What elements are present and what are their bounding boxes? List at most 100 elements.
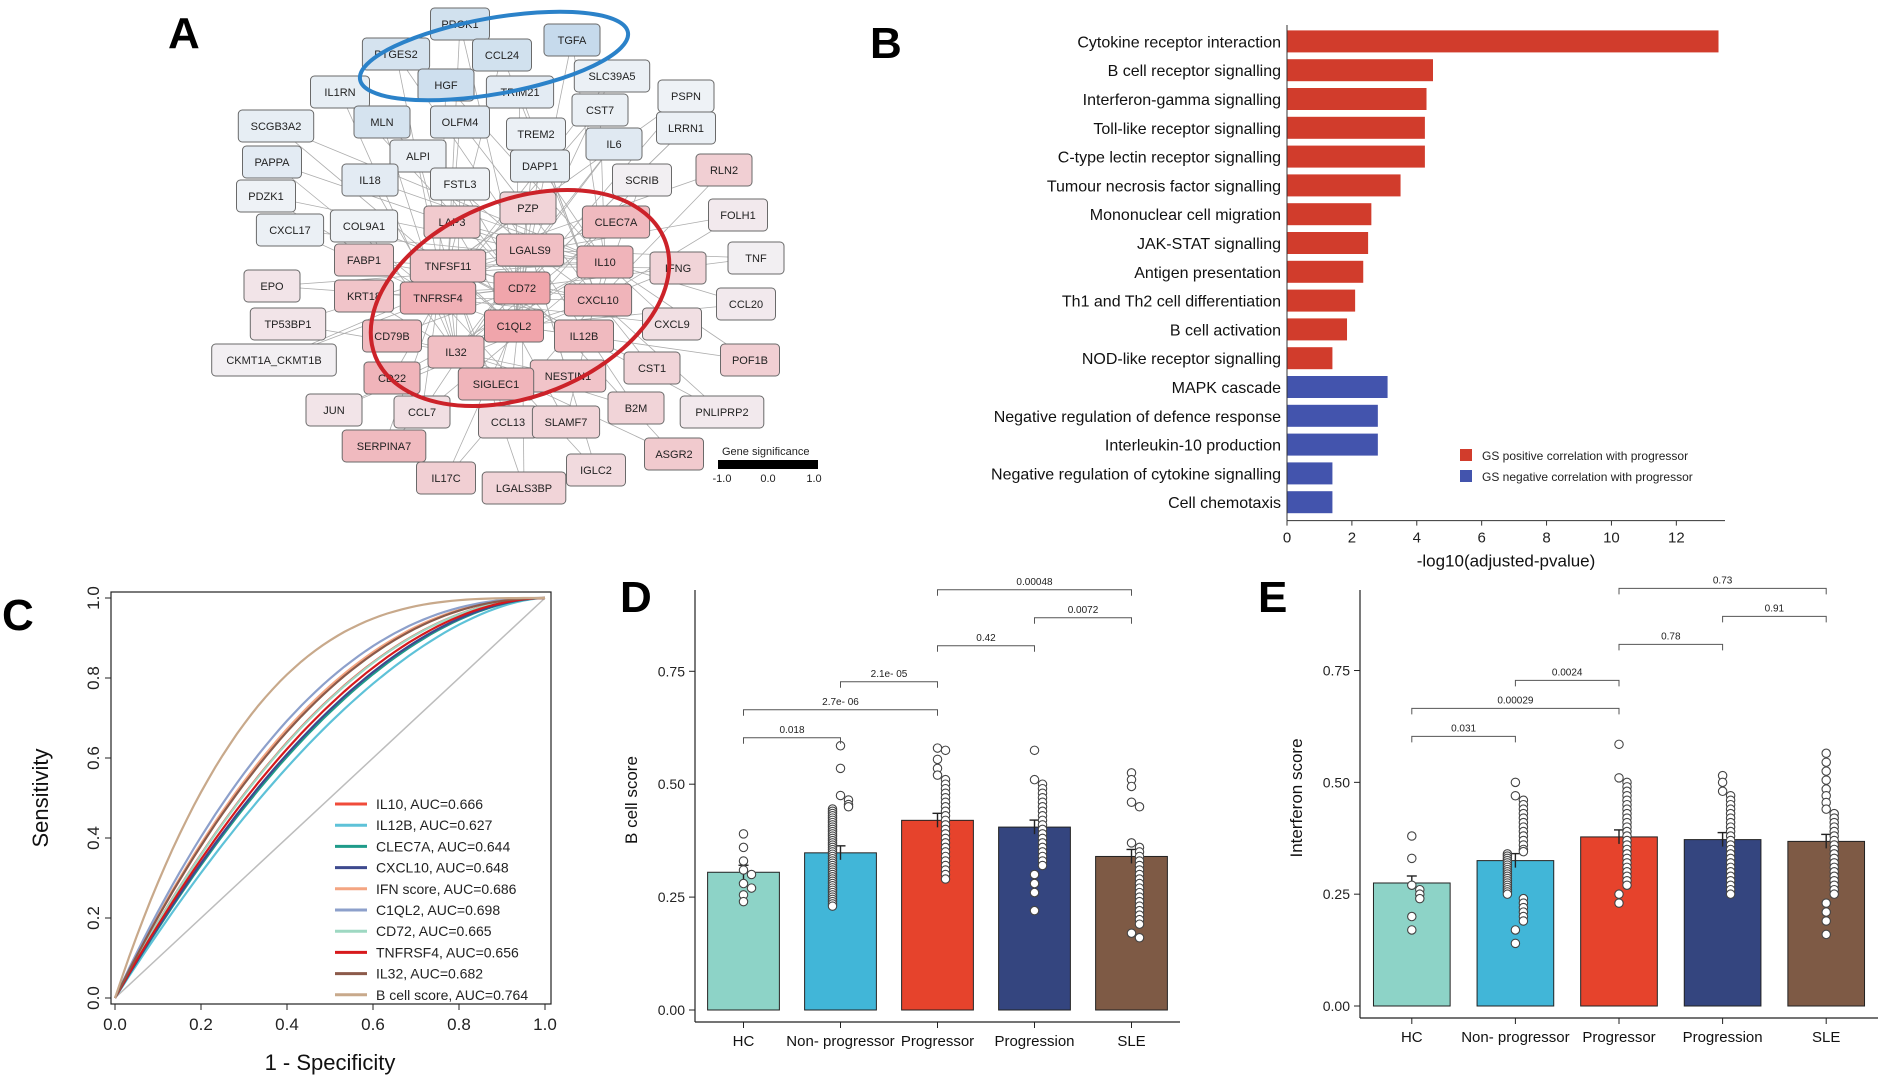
data-point — [932, 754, 943, 765]
significance-bracket — [1722, 615, 1827, 623]
gene-node-label: TNF — [745, 253, 767, 265]
x-tick-label: Progressor — [1582, 1029, 1655, 1046]
significance-bracket — [840, 681, 938, 688]
plot-frame — [110, 591, 552, 1005]
x-tick-label: 8 — [1542, 530, 1550, 547]
category-label: Tumour necrosis factor signalling — [1047, 178, 1281, 195]
data-point — [1415, 893, 1425, 904]
gene-node-box — [255, 213, 325, 247]
gene-node-label: B2M — [625, 403, 648, 415]
data-point — [940, 745, 951, 756]
gene-node-label: CCL24 — [485, 50, 519, 62]
data-point — [1134, 802, 1145, 812]
bar-antigen-presentation — [1287, 260, 1364, 283]
data-point — [1518, 846, 1529, 857]
gene-node-box — [472, 38, 532, 72]
category-label: Mononuclear cell migration — [1090, 207, 1281, 224]
legend-tick: -1.0 — [713, 473, 732, 485]
gene-node-slamf7: SLAMF7 — [531, 405, 601, 439]
gene-node-label: CLEC7A — [595, 217, 638, 229]
gene-node-box — [341, 429, 427, 463]
gene-node-folh1: FOLH1 — [708, 198, 768, 232]
data-point — [1134, 932, 1145, 943]
gene-node-label: FSTL3 — [443, 179, 476, 191]
data-point — [1821, 929, 1831, 940]
p-value-label: 0.00048 — [1016, 577, 1053, 588]
gene-node-box — [389, 139, 447, 173]
gene-node-label: DAPP1 — [522, 161, 558, 173]
legend-label: C1QL2, AUC=0.698 — [376, 902, 500, 918]
data-point — [1725, 889, 1736, 899]
gene-node-label: COL9A1 — [343, 221, 385, 233]
gene-node-rln2: RLN2 — [695, 153, 753, 187]
roc-curve-il12b — [114, 596, 546, 999]
gene-node-label: PSPN — [671, 91, 701, 103]
gene-node-label: ALPI — [406, 151, 430, 163]
x-tick-label: Progression — [994, 1033, 1074, 1050]
gene-node-mln: MLN — [353, 105, 411, 139]
network-edge — [445, 325, 515, 479]
y-tick-label: 0.25 — [1323, 886, 1350, 902]
data-point — [1821, 804, 1831, 814]
legend-label-pos: GS positive correlation with progressor — [1482, 449, 1688, 463]
gene-node-box — [644, 437, 704, 471]
data-point — [738, 856, 749, 866]
gene-node-col9a1: COL9A1 — [329, 209, 399, 243]
gene-node-iglc2: IGLC2 — [566, 453, 626, 487]
data-point — [1407, 911, 1417, 922]
data-point — [835, 790, 846, 801]
gene-node-box — [623, 351, 681, 385]
data-point — [738, 878, 749, 889]
gene-node-box — [430, 167, 490, 201]
category-label: Interferon-gamma signalling — [1083, 92, 1281, 109]
category-label: NOD-like receptor signalling — [1082, 351, 1281, 368]
gene-node-box — [679, 395, 765, 429]
gene-node-pnliprp2: PNLIPRP2 — [679, 395, 765, 429]
roc-curve-b-cell-score — [113, 596, 545, 999]
gene-node-ccl24: CCL24 — [472, 38, 532, 72]
data-point — [1614, 773, 1624, 783]
gene-node-label: CCL7 — [408, 407, 436, 419]
gene-node-alpi: ALPI — [389, 139, 447, 173]
gene-node-label: CD72 — [508, 283, 536, 295]
p-value-label: 0.0024 — [1552, 667, 1583, 678]
legend-label-neg: GS negative correlation with progressor — [1482, 470, 1693, 484]
gene-node-il6: IL6 — [585, 127, 643, 161]
gene-node-box — [430, 105, 490, 139]
gene-node-label: IL12B — [570, 331, 599, 343]
significance-bracket — [1411, 707, 1620, 715]
gene-node-nestin1: NESTIN1 — [529, 359, 607, 393]
gene-node-label: CCL13 — [491, 417, 525, 429]
gene-node-label: CKMT1A_CKMT1B — [226, 355, 321, 367]
b-cell-score-chart: 0.00 0.25 0.50 0.75 B cell score HC Non- progr… — [622, 577, 1180, 1050]
data-point — [1407, 853, 1417, 864]
gene-node-label: SERPINA7 — [357, 441, 411, 453]
y-tick-label: 0.50 — [1323, 774, 1350, 790]
gene-node-label: CXCL10 — [577, 295, 619, 307]
x-tick-label: Non- progressor — [1461, 1029, 1569, 1046]
gene-node-label: EPO — [260, 281, 284, 293]
gene-node-label: CXCL17 — [269, 225, 311, 237]
gene-node-label: HGF — [434, 80, 458, 92]
bar-b-cell-receptor-signalling — [1287, 59, 1433, 82]
p-value-label: 0.0072 — [1068, 605, 1099, 616]
y-tick-label: 0.4 — [84, 826, 103, 850]
data-point — [1126, 928, 1137, 938]
data-point — [1821, 757, 1831, 767]
p-value-label: 2.7e- 06 — [822, 697, 859, 708]
gene-node-box — [510, 149, 570, 183]
panel-label-d: D — [620, 573, 652, 622]
interferon-score-chart: 0.00 0.25 0.50 0.75 Interferon score HC Non- p… — [1287, 575, 1878, 1046]
gene-node-ptges2: PTGES2 — [361, 37, 431, 71]
category-label: Th1 and Th2 cell differentiation — [1062, 294, 1281, 311]
gene-node-cxcl17: CXCL17 — [255, 213, 325, 247]
data-point — [738, 842, 749, 853]
gene-node-box — [242, 145, 302, 179]
significance-bracket — [1034, 617, 1132, 624]
network-edge — [437, 297, 673, 325]
gene-node-box — [237, 109, 315, 143]
gene-node-label: PAPPA — [254, 157, 290, 169]
panel-label-c: C — [2, 591, 34, 640]
category-label: B cell activation — [1170, 322, 1281, 339]
